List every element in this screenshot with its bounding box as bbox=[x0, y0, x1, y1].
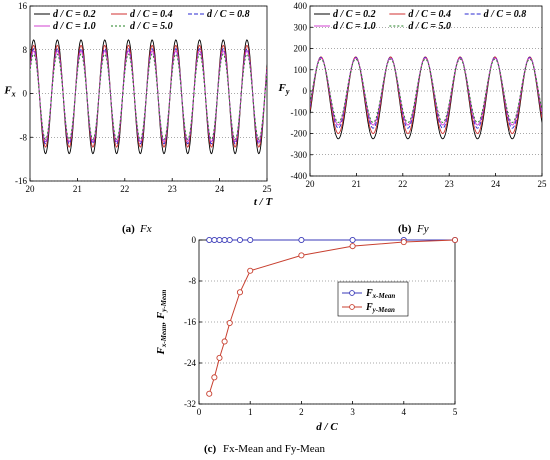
data-point bbox=[298, 236, 305, 244]
x-tick-label: 1 bbox=[248, 407, 253, 417]
data-point bbox=[247, 267, 254, 274]
legend-label: d / C = 0.8 bbox=[484, 9, 527, 20]
data-point bbox=[221, 236, 228, 244]
legend-label: Fx-Mean bbox=[365, 288, 395, 300]
data-point bbox=[298, 252, 305, 259]
legend-label: d / C = 0.2 bbox=[53, 9, 96, 20]
legend: d / C = 0.2 d / C = 0.4 d / C = 0.8 d / C =… bbox=[314, 9, 526, 32]
y-axis-label: Fx-Mean, Fy-Mean bbox=[155, 289, 168, 355]
data-point bbox=[211, 374, 218, 381]
caption-c-text: Fx-Mean and Fy-Mean bbox=[223, 443, 326, 455]
y-tick-label: 300 bbox=[294, 22, 308, 32]
legend-marker bbox=[349, 304, 355, 310]
y-tick-label: 200 bbox=[294, 44, 308, 54]
x-tick-label: 23 bbox=[445, 179, 455, 189]
y-tick-label: 8 bbox=[23, 45, 28, 55]
legend: d / C = 0.2 d / C = 0.4 d / C = 0.8 d / C =… bbox=[34, 9, 250, 32]
y-tick-label: -16 bbox=[184, 317, 196, 327]
series-line bbox=[310, 58, 542, 123]
caption-c-letter: (c) bbox=[204, 443, 217, 455]
legend-label: Fy-Mean bbox=[365, 302, 395, 314]
data-point bbox=[236, 236, 244, 244]
y-tick-label: 0 bbox=[23, 89, 28, 99]
y-tick-label: 0 bbox=[303, 86, 308, 96]
series-line bbox=[310, 57, 542, 126]
x-tick-label: 22 bbox=[398, 179, 407, 189]
data-point bbox=[221, 338, 228, 345]
legend-marker bbox=[349, 290, 355, 296]
data-point bbox=[216, 236, 223, 244]
y-tick-label: -8 bbox=[20, 132, 28, 142]
legend-label: d / C = 0.4 bbox=[408, 9, 451, 20]
legend-label: d / C = 5.0 bbox=[408, 21, 451, 32]
legend-label: d / C = 0.8 bbox=[207, 9, 250, 20]
legend-label: d / C = 1.0 bbox=[53, 21, 96, 32]
panel-mean: -32 -24 -16 -8 0 0 1 2 3 4 5 Fx-Mean Fy-Mean Fx-Mean,… bbox=[155, 235, 459, 417]
legend-label: d / C = 5.0 bbox=[130, 21, 173, 32]
x-tick-label: 22 bbox=[120, 184, 129, 194]
y-axis-label: Fy bbox=[278, 82, 290, 96]
data-point bbox=[226, 236, 233, 244]
y-tick-label: -200 bbox=[291, 129, 308, 139]
caption-b-letter: (b) bbox=[398, 223, 412, 235]
data-point bbox=[226, 319, 233, 327]
y-tick-label: -300 bbox=[291, 150, 308, 160]
x-tick-label: 2 bbox=[299, 407, 304, 417]
panel-b-xlabel: t / T bbox=[254, 196, 274, 208]
x-tick-label: 20 bbox=[26, 184, 36, 194]
caption-a-letter: (a) bbox=[122, 223, 135, 235]
x-tick-label: 0 bbox=[197, 407, 202, 417]
x-tick-label: 24 bbox=[491, 179, 501, 189]
series-line bbox=[310, 56, 542, 140]
series-line bbox=[208, 239, 456, 394]
x-tick-label: 23 bbox=[168, 184, 178, 194]
legend-label: d / C = 0.4 bbox=[130, 9, 173, 20]
y-tick-label: -8 bbox=[189, 276, 197, 286]
data-point bbox=[247, 236, 254, 244]
legend-box bbox=[337, 281, 409, 317]
data-point bbox=[451, 236, 459, 244]
y-tick-label: 100 bbox=[294, 65, 308, 75]
y-tick-label: 400 bbox=[294, 1, 308, 11]
data-point bbox=[206, 390, 213, 397]
x-tick-label: 24 bbox=[215, 184, 225, 194]
y-tick-label: -16 bbox=[15, 176, 27, 186]
data-point bbox=[206, 236, 213, 244]
y-tick-label: 16 bbox=[18, 1, 28, 11]
series-line bbox=[30, 39, 267, 155]
y-tick-label: -24 bbox=[184, 358, 196, 368]
y-tick-label: -32 bbox=[184, 399, 196, 409]
caption-b-text: Fy bbox=[416, 223, 429, 235]
panel-c-xlabel: d / C bbox=[316, 421, 338, 433]
data-point bbox=[400, 238, 407, 246]
plot-frame bbox=[198, 239, 456, 405]
x-tick-label: 20 bbox=[306, 179, 316, 189]
caption-a-text: Fx bbox=[139, 223, 152, 235]
legend-label: d / C = 1.0 bbox=[333, 21, 376, 32]
data-point bbox=[216, 354, 223, 361]
x-tick-label: 25 bbox=[263, 184, 273, 194]
data-point bbox=[349, 243, 356, 250]
legend: Fx-Mean Fy-Mean bbox=[337, 281, 409, 317]
x-tick-label: 21 bbox=[73, 184, 82, 194]
panel-fy: -400 -300 -200 -100 0 100 200 300 400 20 21 22 23 24 2… bbox=[278, 1, 547, 189]
y-tick-label: -400 bbox=[291, 171, 308, 181]
x-tick-label: 4 bbox=[402, 407, 407, 417]
y-axis-label: Fx bbox=[3, 85, 15, 99]
x-tick-label: 25 bbox=[538, 179, 548, 189]
x-tick-label: 5 bbox=[453, 407, 458, 417]
data-point bbox=[211, 236, 218, 244]
x-tick-label: 3 bbox=[350, 407, 355, 417]
x-tick-label: 21 bbox=[352, 179, 361, 189]
data-point bbox=[349, 236, 356, 244]
y-tick-label: -100 bbox=[291, 107, 308, 117]
legend-label: d / C = 0.2 bbox=[333, 9, 376, 20]
data-point bbox=[236, 289, 244, 296]
y-tick-label: 0 bbox=[192, 235, 197, 245]
